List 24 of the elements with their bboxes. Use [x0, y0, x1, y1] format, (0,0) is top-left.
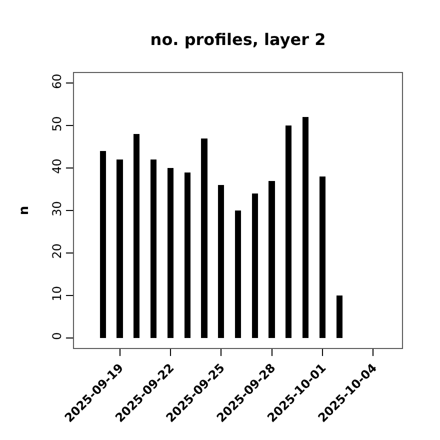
- y-tick-label: 10: [50, 286, 64, 302]
- bar: [336, 295, 342, 338]
- bar: [167, 168, 174, 338]
- bar: [302, 117, 309, 338]
- bar: [286, 126, 292, 338]
- bar: [100, 151, 106, 338]
- bar: [150, 160, 157, 338]
- y-tick-label: 40: [50, 158, 64, 174]
- bar: [268, 180, 275, 338]
- bar: [319, 176, 326, 338]
- bar: [218, 185, 224, 338]
- chart-title: no. profiles, layer 2: [150, 30, 326, 50]
- bar: [252, 194, 258, 338]
- bar: [116, 160, 123, 338]
- bar: [184, 172, 190, 338]
- y-tick-label: 30: [50, 201, 64, 216]
- y-tick-label: 20: [50, 244, 64, 259]
- y-tick-label: 50: [50, 116, 64, 132]
- bar: [201, 138, 208, 338]
- y-tick-label: 0: [50, 332, 64, 340]
- y-tick-label: 60: [50, 74, 64, 90]
- bar: [134, 134, 140, 338]
- y-axis-title: n: [17, 206, 32, 216]
- bar: [234, 210, 242, 338]
